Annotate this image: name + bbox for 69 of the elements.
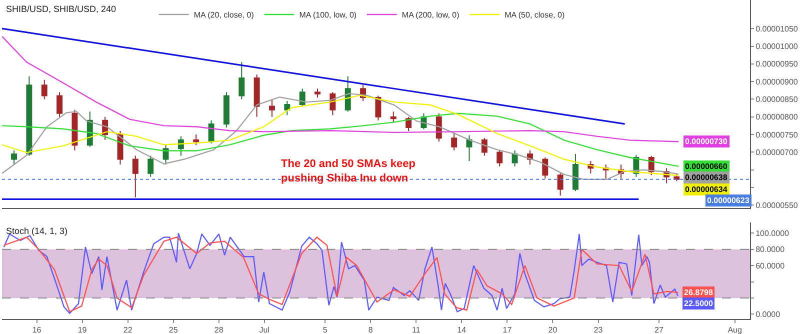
y-tick-label: 0.00000700 [756, 148, 798, 157]
candlestick [436, 112, 442, 142]
legend-label: MA (20, close, 0) [194, 10, 254, 20]
legend-label: MA (200, low, 0) [402, 10, 460, 20]
x-tick-label: 5 [322, 326, 328, 334]
candlestick [572, 153, 578, 192]
y-tick-label: 100.0000 [756, 228, 790, 238]
candlestick [375, 95, 382, 121]
x-tick-label: 8 [368, 326, 374, 334]
candlestick [284, 100, 290, 116]
y-tick-label: 0.00000900 [756, 77, 798, 86]
x-tick-label: 23 [594, 326, 604, 334]
text: SHIB/USD, SHIB/USD, 240 [6, 4, 116, 14]
data-label: 26.8798 [684, 288, 714, 297]
y-tick-label: 0.00000950 [756, 60, 798, 69]
candlestick [26, 76, 32, 156]
x-tick-label: 17 [502, 326, 512, 334]
candlestick [148, 155, 154, 178]
x-tick-label: 19 [78, 326, 88, 334]
annotation: The 20 and 50 SMAs keep pushing Shiba Inu down [281, 158, 416, 184]
candlestick [72, 109, 78, 151]
y-tick-label: 0.00001000 [756, 42, 798, 52]
candlestick [406, 116, 412, 132]
x-tick-label: 28 [214, 326, 224, 334]
candlestick [269, 98, 275, 118]
candlestick [132, 155, 138, 198]
candlestick [496, 150, 503, 167]
x-tick-label: 20 [548, 326, 558, 334]
candlestick [557, 172, 564, 196]
candlestick [223, 92, 230, 128]
candlestick [466, 134, 472, 162]
candlestick [512, 150, 518, 167]
data-label: 0.00000638 [685, 173, 728, 182]
y-tick-label: 0.00000850 [756, 95, 798, 104]
candlestick [481, 138, 488, 156]
y-tick-label: 60.0000 [756, 261, 786, 270]
data-label: 0.00000634 [685, 185, 728, 194]
data-label: 0.00000730 [685, 137, 728, 146]
candlestick [299, 88, 306, 107]
x-tick-label: Aug [728, 326, 742, 334]
candlestick [41, 79, 48, 100]
candlestick [451, 132, 458, 151]
x-tick-label: 25 [168, 326, 178, 334]
candlestick [11, 150, 17, 166]
y-tick-label: 0.0000 [756, 310, 781, 319]
x-tick-label: 11 [412, 326, 421, 334]
y-tick-label: 0.00001050 [756, 24, 798, 34]
chart-title: Stoch (14, 1, 3) [6, 226, 68, 236]
x-tick-label: Jul [259, 326, 270, 334]
candlestick [314, 88, 320, 98]
candlestick [238, 62, 245, 100]
candlestick [193, 134, 200, 146]
candlestick [254, 74, 260, 118]
candlestick [542, 156, 548, 180]
x-tick-label: 16 [32, 326, 42, 334]
legend-label: MA (50, close, 0) [504, 10, 565, 20]
y-tick-label: 80.0000 [756, 245, 786, 254]
x-tick-label: 22 [123, 326, 133, 334]
y-tick-label: 0.00000800 [756, 112, 798, 122]
x-tick-label: 27 [654, 326, 664, 334]
candlestick [56, 92, 63, 118]
candlestick [390, 111, 396, 123]
data-label: 0.00000660 [685, 162, 728, 171]
data-label: 22.5000 [684, 299, 714, 308]
x-tick-label: 14 [457, 326, 467, 334]
ref-line-label: 0.00000623 [707, 196, 750, 205]
y-tick-label: 0.00000550 [756, 200, 798, 210]
legend-label: MA (100, low, 0) [299, 10, 357, 20]
y-tick-label: 0.00000750 [756, 130, 798, 140]
